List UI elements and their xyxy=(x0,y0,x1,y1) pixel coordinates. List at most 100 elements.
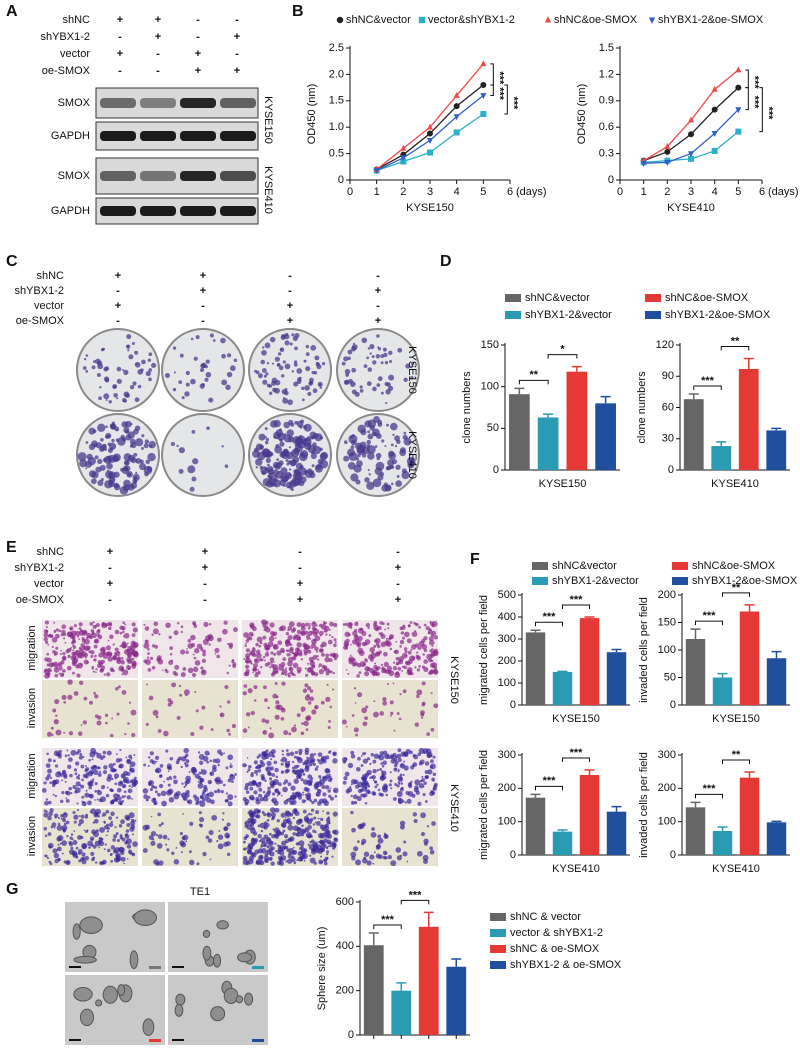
sphere xyxy=(73,955,97,964)
cell-dot xyxy=(120,660,125,665)
colony-dot xyxy=(134,362,138,366)
cell-dot xyxy=(287,634,293,641)
cell-dot xyxy=(402,760,406,763)
y-axis-label: clone numbers xyxy=(636,371,648,444)
cell-dot xyxy=(269,766,274,771)
treatment-sign: - xyxy=(201,300,205,312)
cell-dot xyxy=(160,790,167,797)
cell-dot xyxy=(123,648,130,655)
cell-dot xyxy=(353,687,357,690)
cell-dot xyxy=(124,834,130,839)
y-tick-label: 100 xyxy=(498,816,516,828)
sig-label: ** xyxy=(732,582,741,594)
cell-dot xyxy=(310,808,315,812)
cell-dot xyxy=(404,801,407,804)
cell-dot xyxy=(303,644,310,650)
cell-dot xyxy=(122,778,128,784)
cell-dot xyxy=(88,700,93,705)
colony-dot xyxy=(190,378,196,385)
cell-dot xyxy=(374,667,379,672)
cell-dot xyxy=(419,759,425,765)
cell-dot xyxy=(302,794,304,796)
colony-dot xyxy=(348,451,358,461)
cell-dot xyxy=(100,659,105,664)
cell-dot xyxy=(285,749,289,752)
sig-bracket xyxy=(535,785,563,791)
colony-dot xyxy=(82,366,87,370)
colony-dot xyxy=(319,459,329,469)
cell-dot xyxy=(80,857,84,862)
cell-dot xyxy=(132,627,138,633)
cell-dot xyxy=(262,790,266,794)
cell-dot xyxy=(53,630,57,634)
legend-label: shNC&vector xyxy=(552,560,617,572)
cell-dot xyxy=(251,633,254,637)
cell-dot xyxy=(63,822,67,826)
cell-dot xyxy=(242,728,248,733)
cell-dot xyxy=(260,829,264,833)
colony-dot xyxy=(282,397,289,404)
x-axis-label: KYSE410 xyxy=(667,202,715,214)
cell-dot xyxy=(157,812,161,817)
cell-dot xyxy=(383,833,389,840)
panel-label: D xyxy=(440,253,452,270)
cell-dot xyxy=(203,621,209,627)
cell-dot xyxy=(276,704,283,711)
cell-dot xyxy=(223,752,225,755)
error-bar xyxy=(611,648,622,653)
cell-dot xyxy=(46,856,50,860)
cell-dot xyxy=(179,840,185,846)
cell-dot xyxy=(256,860,259,864)
cell-dot xyxy=(119,645,122,647)
colony-dot xyxy=(361,453,367,458)
cell-dot xyxy=(78,755,83,760)
cell-dot xyxy=(320,644,324,648)
cell-dot xyxy=(424,770,429,775)
cell-dot xyxy=(403,647,408,651)
bar xyxy=(446,966,467,1035)
treatment-sign: + xyxy=(117,14,123,26)
colony-dot xyxy=(268,471,278,481)
colony-dot xyxy=(123,399,127,403)
cell-dot xyxy=(121,795,125,799)
cell-dot xyxy=(398,717,402,721)
cell-dot xyxy=(110,668,115,673)
cell-dot xyxy=(330,796,334,801)
cell-dot xyxy=(110,811,115,817)
scale-bar xyxy=(252,1039,264,1042)
colony-dot xyxy=(85,441,89,444)
cell-dot xyxy=(345,789,351,794)
cell-dot xyxy=(64,754,68,758)
treatment-sign: + xyxy=(375,315,381,327)
colony-dot xyxy=(345,373,349,377)
cell-dot xyxy=(47,800,52,805)
x-tick-label: 2 xyxy=(664,186,670,198)
cell-dot xyxy=(328,750,331,754)
error-bar xyxy=(771,820,782,823)
colony-dot xyxy=(347,349,353,355)
cell-dot xyxy=(66,834,69,838)
cell-dot xyxy=(153,786,155,788)
cell-dot xyxy=(183,762,187,765)
colony-dot xyxy=(116,378,122,384)
cell-dot xyxy=(206,760,210,764)
colony-dot xyxy=(363,364,368,369)
cell-dot xyxy=(175,847,178,849)
colony-dot xyxy=(274,356,280,362)
colony-dot xyxy=(381,484,389,492)
cell-dot xyxy=(258,644,262,648)
cell-dot xyxy=(122,621,125,624)
cell-dot xyxy=(180,625,184,629)
colony-dot xyxy=(281,374,285,378)
cell-dot xyxy=(44,657,49,662)
cell-dot xyxy=(296,713,301,718)
cell-dot xyxy=(397,748,402,753)
cell-dot xyxy=(327,725,331,729)
colony-dot xyxy=(229,365,236,372)
cell-dot xyxy=(301,853,308,860)
cell-dot xyxy=(243,657,246,660)
cell-dot xyxy=(252,671,254,674)
cell-dot xyxy=(289,751,295,757)
cell-line-label: KYSE410 xyxy=(448,784,460,832)
colony-dot xyxy=(288,446,292,449)
